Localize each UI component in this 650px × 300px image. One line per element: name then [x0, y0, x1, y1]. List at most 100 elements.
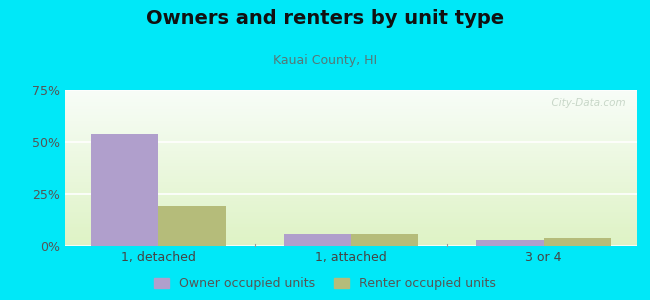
Bar — [65, 134, 637, 135]
Bar — [65, 155, 637, 157]
Bar — [65, 149, 637, 151]
Bar — [65, 137, 637, 138]
Bar — [65, 128, 637, 129]
Bar — [65, 115, 637, 116]
Bar — [65, 163, 637, 165]
Bar — [65, 106, 637, 107]
Bar — [65, 218, 637, 220]
Bar — [283, 233, 351, 246]
Bar — [351, 233, 419, 246]
Bar — [65, 229, 637, 230]
Bar — [65, 198, 637, 199]
Bar — [65, 143, 637, 145]
Bar — [65, 179, 637, 181]
Bar — [65, 207, 637, 208]
Bar — [65, 233, 637, 235]
Bar — [65, 96, 637, 98]
Bar — [65, 215, 637, 216]
Bar — [65, 190, 637, 191]
Bar — [65, 130, 637, 132]
Bar — [65, 187, 637, 188]
Bar — [65, 191, 637, 193]
Bar — [65, 216, 637, 218]
Bar — [65, 210, 637, 212]
Bar — [65, 227, 637, 229]
Bar — [65, 160, 637, 162]
Bar — [65, 104, 637, 106]
Bar — [65, 120, 637, 121]
Bar — [65, 202, 637, 204]
Bar — [65, 182, 637, 184]
Bar — [65, 199, 637, 201]
Legend: Owner occupied units, Renter occupied units: Owner occupied units, Renter occupied un… — [150, 273, 500, 294]
Bar — [65, 212, 637, 213]
Bar — [65, 213, 637, 215]
Bar — [65, 110, 637, 112]
Bar — [65, 184, 637, 185]
Text: Owners and renters by unit type: Owners and renters by unit type — [146, 9, 504, 28]
Bar — [65, 121, 637, 123]
Bar — [65, 142, 637, 143]
Bar — [65, 168, 637, 170]
Bar — [65, 124, 637, 126]
Bar — [91, 134, 159, 246]
Bar — [65, 132, 637, 134]
Bar — [159, 206, 226, 246]
Bar — [65, 201, 637, 202]
Bar — [65, 118, 637, 120]
Bar — [65, 173, 637, 174]
Bar — [65, 185, 637, 187]
Bar — [65, 238, 637, 240]
Bar — [65, 226, 637, 227]
Bar — [65, 177, 637, 179]
Bar — [65, 194, 637, 196]
Bar — [65, 145, 637, 146]
Bar — [543, 238, 611, 246]
Bar — [65, 109, 637, 110]
Bar — [65, 135, 637, 137]
Bar — [65, 169, 637, 171]
Bar — [65, 241, 637, 243]
Bar — [65, 159, 637, 160]
Bar — [65, 208, 637, 210]
Bar — [65, 196, 637, 198]
Bar — [65, 220, 637, 221]
Bar — [65, 221, 637, 223]
Bar — [65, 93, 637, 95]
Bar — [65, 206, 637, 207]
Bar — [65, 154, 637, 155]
Bar — [65, 99, 637, 101]
Bar — [65, 101, 637, 103]
Bar — [65, 148, 637, 149]
Text: City-Data.com: City-Data.com — [545, 98, 625, 108]
Bar — [65, 90, 637, 92]
Bar — [65, 126, 637, 128]
Bar — [65, 243, 637, 244]
Bar — [65, 224, 637, 226]
Bar — [65, 204, 637, 206]
Bar — [65, 188, 637, 190]
Bar — [65, 151, 637, 152]
Bar — [65, 112, 637, 113]
Bar — [65, 140, 637, 142]
Bar — [65, 92, 637, 93]
Bar — [65, 157, 637, 159]
Bar — [65, 244, 637, 246]
Bar — [65, 174, 637, 176]
Bar — [65, 98, 637, 99]
Bar — [65, 240, 637, 241]
Bar — [65, 167, 637, 168]
Bar — [65, 113, 637, 115]
Text: Kauai County, HI: Kauai County, HI — [273, 54, 377, 67]
Bar — [476, 240, 543, 246]
Bar — [65, 193, 637, 194]
Bar — [65, 107, 637, 109]
Bar — [65, 116, 637, 118]
Bar — [65, 181, 637, 182]
Bar — [65, 152, 637, 154]
Bar — [65, 103, 637, 104]
Bar — [65, 129, 637, 130]
Bar — [65, 176, 637, 177]
Bar — [65, 230, 637, 232]
Bar — [65, 138, 637, 140]
